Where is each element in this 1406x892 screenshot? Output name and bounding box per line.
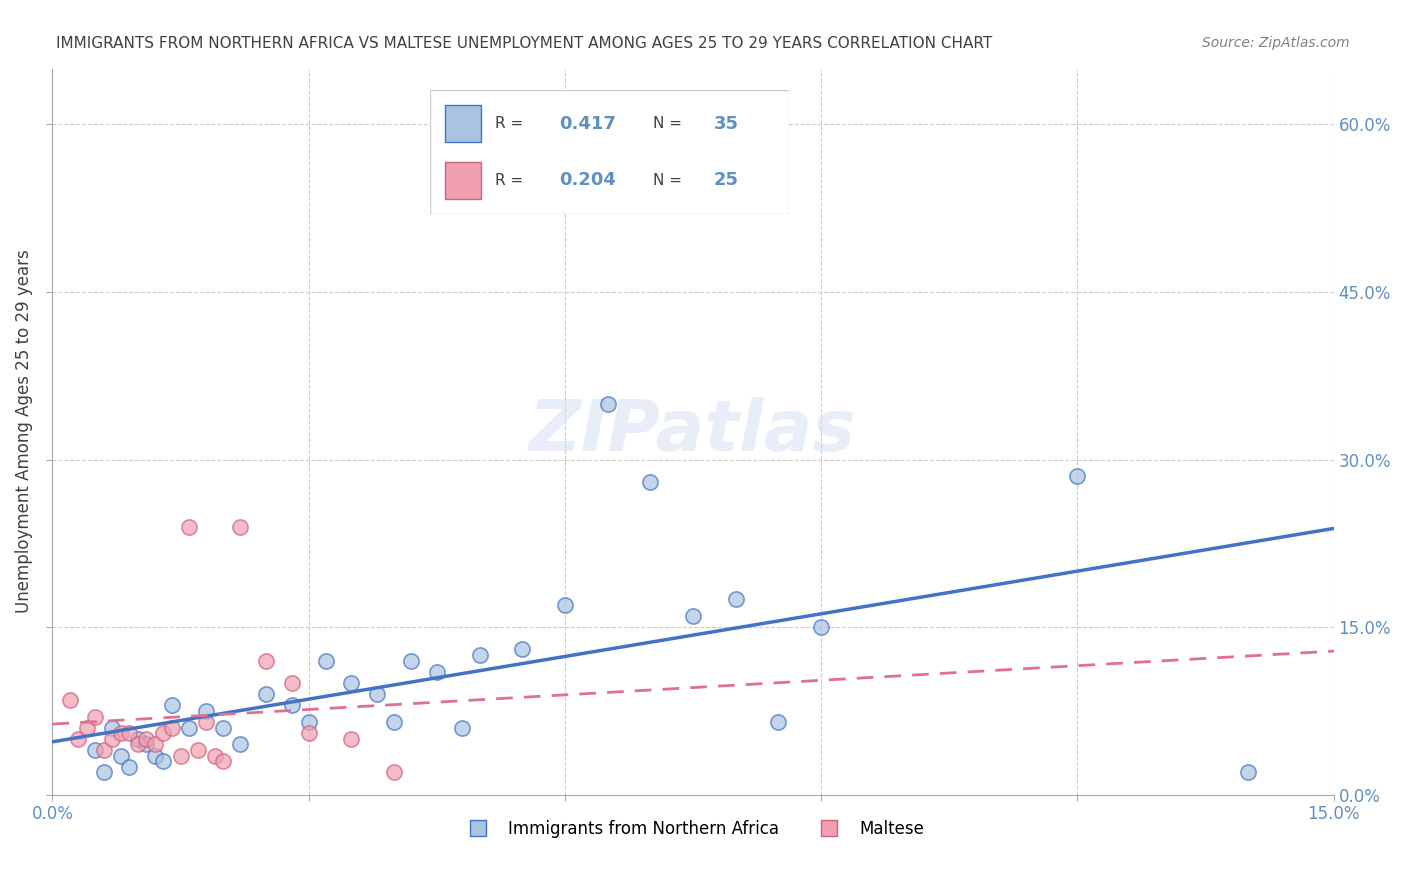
Point bbox=[177, 721, 200, 735]
Point bbox=[187, 743, 209, 757]
Point bbox=[382, 715, 405, 730]
Point bbox=[118, 760, 141, 774]
Point bbox=[426, 665, 449, 679]
Point bbox=[195, 704, 218, 718]
Point bbox=[93, 743, 115, 757]
Point bbox=[127, 738, 149, 752]
Point bbox=[280, 676, 302, 690]
Point bbox=[768, 715, 790, 730]
Point bbox=[84, 709, 107, 723]
Point bbox=[682, 609, 704, 624]
Point bbox=[118, 726, 141, 740]
Point bbox=[84, 743, 107, 757]
Point bbox=[212, 754, 235, 768]
Point bbox=[468, 648, 491, 662]
Point bbox=[724, 592, 747, 607]
Point bbox=[229, 519, 252, 533]
Point bbox=[204, 748, 226, 763]
Point bbox=[1066, 469, 1088, 483]
Point bbox=[510, 642, 533, 657]
Point bbox=[212, 721, 235, 735]
Point bbox=[93, 765, 115, 780]
Text: ZIPatlas: ZIPatlas bbox=[529, 397, 856, 467]
Point bbox=[143, 748, 166, 763]
Point bbox=[58, 692, 80, 706]
Point bbox=[254, 654, 277, 668]
Point bbox=[110, 748, 132, 763]
Point bbox=[810, 620, 832, 634]
Point bbox=[195, 715, 218, 730]
Text: IMMIGRANTS FROM NORTHERN AFRICA VS MALTESE UNEMPLOYMENT AMONG AGES 25 TO 29 YEAR: IMMIGRANTS FROM NORTHERN AFRICA VS MALTE… bbox=[56, 36, 993, 51]
Point bbox=[160, 698, 183, 713]
Point bbox=[67, 731, 90, 746]
Point bbox=[135, 731, 157, 746]
Point bbox=[315, 654, 337, 668]
Point bbox=[399, 654, 422, 668]
Point bbox=[135, 738, 157, 752]
Point bbox=[340, 731, 363, 746]
Point bbox=[382, 765, 405, 780]
Point bbox=[229, 738, 252, 752]
Point bbox=[152, 726, 174, 740]
Point bbox=[596, 397, 619, 411]
Point bbox=[101, 731, 124, 746]
Point bbox=[177, 519, 200, 533]
Point bbox=[152, 754, 174, 768]
Point bbox=[1237, 765, 1260, 780]
Text: Source: ZipAtlas.com: Source: ZipAtlas.com bbox=[1202, 36, 1350, 50]
Point bbox=[160, 721, 183, 735]
Point bbox=[298, 726, 321, 740]
Legend: Immigrants from Northern Africa, Maltese: Immigrants from Northern Africa, Maltese bbox=[456, 814, 931, 845]
Point bbox=[127, 731, 149, 746]
Point bbox=[340, 676, 363, 690]
Point bbox=[280, 698, 302, 713]
Point bbox=[101, 721, 124, 735]
Point bbox=[143, 738, 166, 752]
Point bbox=[169, 748, 191, 763]
Point bbox=[640, 475, 662, 489]
Point bbox=[76, 721, 98, 735]
Point bbox=[298, 715, 321, 730]
Point bbox=[554, 598, 576, 612]
Point bbox=[254, 687, 277, 701]
Y-axis label: Unemployment Among Ages 25 to 29 years: Unemployment Among Ages 25 to 29 years bbox=[15, 250, 32, 614]
Point bbox=[366, 687, 388, 701]
Point bbox=[451, 721, 474, 735]
Point bbox=[110, 726, 132, 740]
